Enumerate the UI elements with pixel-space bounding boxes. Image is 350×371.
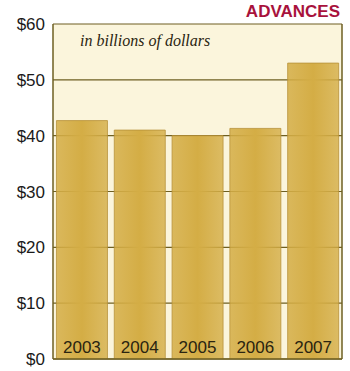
html-text:ADVANCES: ADVANCES [245, 2, 340, 21]
svg-text:$30: $30 [17, 183, 45, 202]
svg-text:2006: 2006 [236, 338, 274, 357]
svg-text:2005: 2005 [179, 338, 217, 357]
svg-text:2004: 2004 [121, 338, 159, 357]
svg-text:$0: $0 [26, 350, 45, 369]
svg-text:$20: $20 [17, 238, 45, 257]
svg-text:2007: 2007 [294, 338, 332, 357]
svg-text:$50: $50 [17, 71, 45, 90]
svg-text:2003: 2003 [63, 338, 101, 357]
svg-text:$10: $10 [17, 294, 45, 313]
html-text:in billions of dollars: in billions of dollars [80, 32, 211, 49]
svg-text:$40: $40 [17, 127, 45, 146]
svg-text:$60: $60 [17, 15, 45, 34]
